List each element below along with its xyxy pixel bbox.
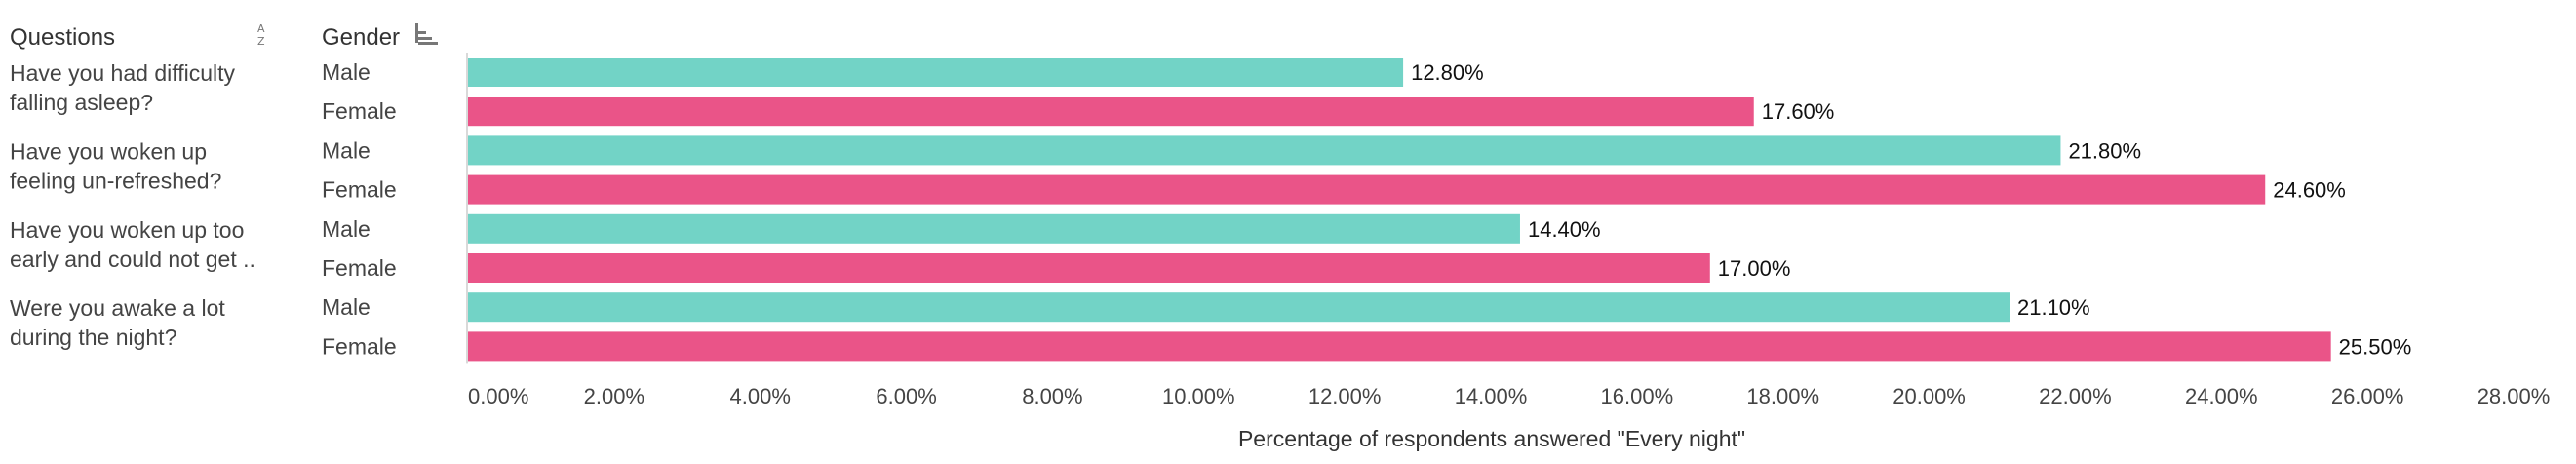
bar-value-label: 25.50% bbox=[2339, 334, 2412, 359]
question-group: Have you had difficulty falling asleep? Ma… bbox=[10, 58, 1835, 127]
gender-label: Female bbox=[322, 98, 397, 124]
question-label: Have you woken up bbox=[10, 138, 207, 164]
x-tick-label: 4.00% bbox=[730, 384, 791, 408]
question-label: early and could not get .. bbox=[10, 247, 255, 272]
x-tick-label: 16.00% bbox=[1601, 384, 1674, 408]
bar-value-label: 14.40% bbox=[1528, 217, 1601, 242]
bar-female[interactable] bbox=[468, 174, 2266, 205]
bar-male[interactable] bbox=[468, 213, 1520, 244]
bar-value-label: 12.80% bbox=[1411, 60, 1484, 85]
gender-label: Male bbox=[322, 137, 371, 163]
x-tick-label: 2.00% bbox=[584, 384, 644, 408]
x-tick-label: 0.00% bbox=[468, 384, 528, 408]
bar-female[interactable] bbox=[468, 253, 1710, 283]
bar-female[interactable] bbox=[468, 331, 2331, 362]
bar-value-label: 24.60% bbox=[2273, 178, 2346, 203]
bar-male[interactable] bbox=[468, 292, 2010, 323]
question-group: Have you woken up feeling un-refreshed? Ma… bbox=[10, 135, 2346, 205]
plot-area: Have you had difficulty falling asleep? Ma… bbox=[10, 58, 2412, 362]
x-tick-label: 12.00% bbox=[1308, 384, 1382, 408]
sort-alpha-icon[interactable]: A Z bbox=[257, 22, 265, 48]
x-axis: 0.00% 2.00% 4.00% 6.00% 8.00% 10.00% 12.00% 14.… bbox=[466, 53, 2551, 408]
svg-text:Z: Z bbox=[257, 35, 265, 48]
gender-label: Female bbox=[322, 333, 397, 359]
x-tick-label: 14.00% bbox=[1455, 384, 1528, 408]
x-tick-label: 22.00% bbox=[2039, 384, 2112, 408]
x-tick-label: 24.00% bbox=[2185, 384, 2258, 408]
x-axis-title: Percentage of respondents answered "Ever… bbox=[1238, 426, 1745, 451]
question-label: Have you had difficulty bbox=[10, 60, 235, 86]
question-label: during the night? bbox=[10, 325, 176, 350]
sort-bars-icon[interactable] bbox=[415, 23, 438, 45]
question-group: Have you woken up too early and could not… bbox=[10, 213, 1791, 283]
bar-female[interactable] bbox=[468, 97, 1754, 127]
x-tick-label: 26.00% bbox=[2331, 384, 2404, 408]
question-label: Have you woken up too bbox=[10, 217, 244, 243]
question-label: feeling un-refreshed? bbox=[10, 168, 221, 193]
gender-label: Male bbox=[322, 294, 371, 320]
svg-text:A: A bbox=[257, 22, 265, 35]
question-group: Were you awake a lot during the night? Mal… bbox=[10, 292, 2412, 362]
gender-label: Female bbox=[322, 177, 397, 203]
bar-male[interactable] bbox=[468, 58, 1404, 87]
bar-male[interactable] bbox=[468, 135, 2061, 166]
x-tick-label: 8.00% bbox=[1022, 384, 1082, 408]
x-tick-label: 20.00% bbox=[1893, 384, 1966, 408]
bar-value-label: 21.80% bbox=[2068, 138, 2141, 163]
gender-header[interactable]: Gender bbox=[322, 24, 400, 51]
x-tick-label: 10.00% bbox=[1162, 384, 1235, 408]
x-tick-label: 18.00% bbox=[1746, 384, 1819, 408]
bar-value-label: 17.00% bbox=[1718, 256, 1791, 281]
x-tick-label: 28.00% bbox=[2478, 384, 2551, 408]
x-tick-label: 6.00% bbox=[876, 384, 936, 408]
gender-label: Male bbox=[322, 59, 371, 85]
question-label: Were you awake a lot bbox=[10, 295, 225, 321]
questions-header[interactable]: Questions bbox=[10, 24, 115, 51]
bar-value-label: 17.60% bbox=[1762, 99, 1835, 124]
question-label: falling asleep? bbox=[10, 90, 153, 115]
gender-label: Male bbox=[322, 216, 371, 242]
bar-value-label: 21.10% bbox=[2017, 295, 2090, 320]
gender-label: Female bbox=[322, 255, 397, 281]
